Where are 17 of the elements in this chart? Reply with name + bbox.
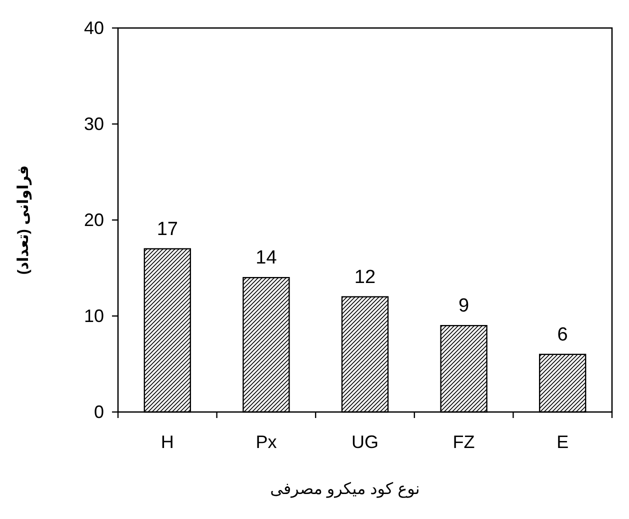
x-tick-label: FZ: [452, 432, 475, 452]
x-tick-label: Px: [256, 432, 277, 452]
data-label: 14: [256, 248, 278, 269]
y-tick-label: 20: [84, 210, 104, 230]
data-label: 6: [557, 324, 568, 346]
y-tick-label: 10: [84, 306, 104, 326]
x-axis-title: نوع کود میکرو مصرفی: [270, 481, 420, 498]
data-label: 12: [354, 266, 376, 288]
y-tick-label: 0: [94, 402, 104, 422]
x-tick-label: UG: [352, 432, 378, 452]
x-tick-label: E: [556, 432, 569, 452]
data-label: 9: [458, 296, 470, 317]
y-tick-label: 40: [84, 18, 104, 38]
data-label: 17: [156, 218, 178, 240]
y-axis-title: فراوانی (تعداد): [15, 165, 32, 275]
x-tick-label: H: [160, 432, 174, 452]
y-tick-label: 30: [84, 114, 104, 134]
